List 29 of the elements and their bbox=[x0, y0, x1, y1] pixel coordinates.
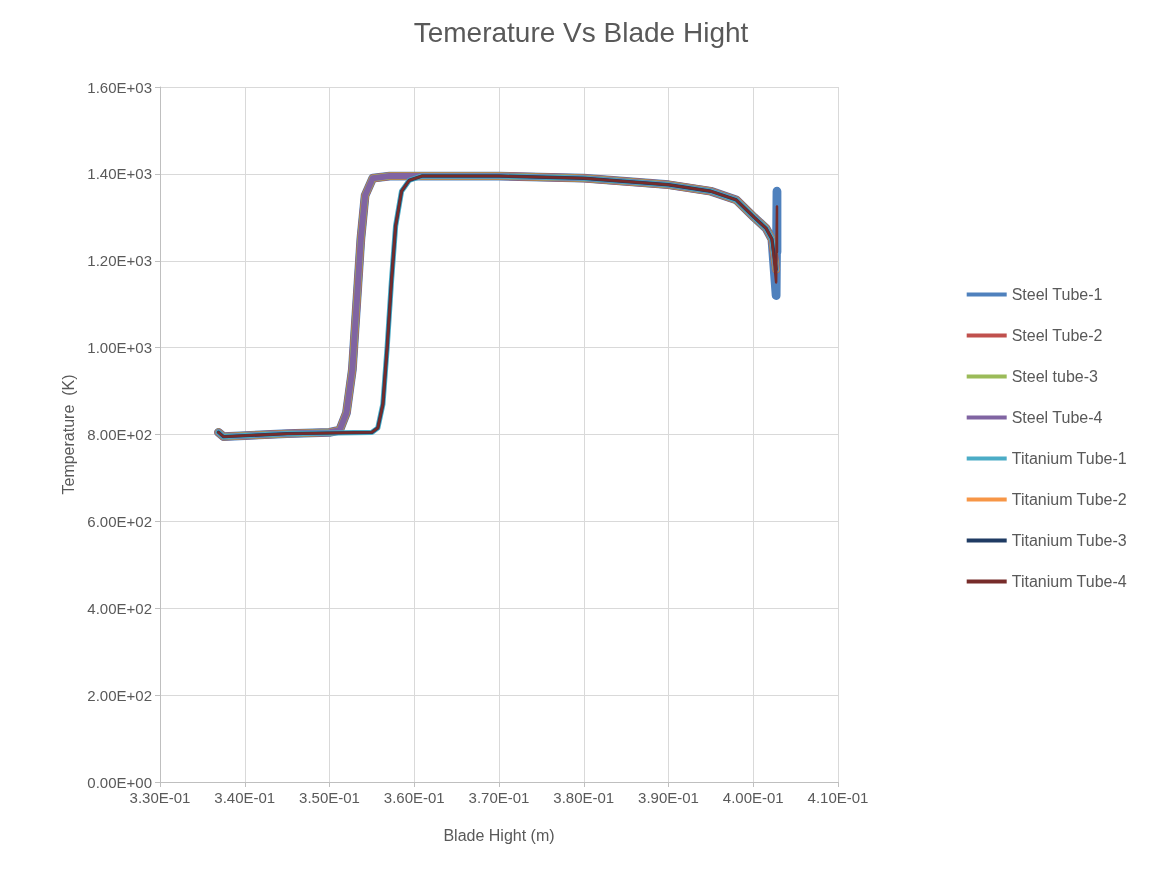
legend-label: Steel Tube-1 bbox=[1011, 286, 1103, 303]
legend-label: Titanium Tube-3 bbox=[1011, 532, 1127, 549]
legend-label: Steel tube-3 bbox=[1011, 368, 1099, 385]
y-tick-label: 1.40E+03 bbox=[87, 165, 152, 183]
legend-label: Steel Tube-2 bbox=[1011, 327, 1103, 344]
legend-label: Titanium Tube-4 bbox=[1011, 573, 1127, 590]
x-tick-label: 4.00E-01 bbox=[722, 789, 784, 806]
legend-label: Steel Tube-4 bbox=[1011, 409, 1103, 426]
x-tick-label: 3.40E-01 bbox=[214, 789, 276, 806]
y-tick-label: 1.60E+03 bbox=[87, 78, 152, 96]
y-tick-label: 6.00E+02 bbox=[87, 512, 152, 530]
x-tick-label: 3.30E-01 bbox=[129, 789, 191, 806]
legend-label: Titanium Tube-2 bbox=[1011, 491, 1127, 508]
x-tick-label: 3.60E-01 bbox=[383, 789, 445, 806]
y-tick-label: 1.20E+03 bbox=[87, 252, 152, 270]
y-axis-title: Temperature (K) bbox=[59, 374, 77, 495]
y-tick-label: 1.00E+03 bbox=[87, 339, 152, 357]
x-tick-label: 3.70E-01 bbox=[468, 789, 530, 806]
x-tick-label: 3.90E-01 bbox=[638, 789, 699, 806]
y-tick-label: 2.00E+02 bbox=[87, 686, 152, 704]
y-tick-label: 8.00E+02 bbox=[87, 426, 152, 443]
y-tick-label: 4.00E+02 bbox=[87, 599, 152, 617]
x-tick-label: 4.10E-01 bbox=[807, 789, 869, 806]
x-tick-label: 3.80E-01 bbox=[553, 789, 615, 806]
x-tick-label: 3.50E-01 bbox=[299, 789, 360, 806]
chart-title: Temerature Vs Blade Hight bbox=[413, 16, 749, 48]
y-tick-label: 0.00E+00 bbox=[87, 773, 152, 791]
x-axis-title: Blade Hight (m) bbox=[443, 826, 555, 844]
legend-label: Titanium Tube-1 bbox=[1011, 450, 1127, 467]
